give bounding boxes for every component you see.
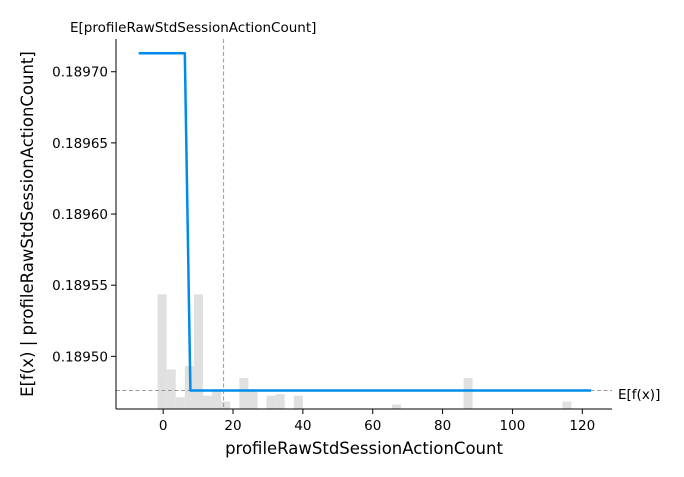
y-axis-title: E[f(x) | profileRawStdSessionActionCount… — [18, 51, 37, 397]
x-tick-label-5: 100 — [500, 418, 526, 434]
histogram-bar-1 — [166, 369, 176, 409]
histogram-bar-5 — [202, 395, 213, 409]
y-tick-label-1: 0.18955 — [52, 278, 108, 294]
histogram-bar-9 — [248, 389, 258, 409]
histogram-bar-8 — [239, 377, 249, 409]
x-tick-label-1: 20 — [224, 418, 241, 434]
x-ticks: 0 20 40 60 80 100 120 — [159, 409, 595, 434]
histogram-bar-15 — [562, 401, 572, 409]
x-axis-title: profileRawStdSessionActionCount — [225, 439, 503, 458]
y-tick-label-0: 0.18950 — [52, 349, 108, 365]
histogram-bar-6 — [212, 389, 222, 409]
histogram-bar-11 — [275, 394, 285, 409]
y-tick-label-3: 0.18965 — [52, 136, 108, 152]
histogram-bar-13 — [391, 404, 402, 409]
axes — [115, 39, 612, 410]
histogram-bar-10 — [266, 395, 276, 409]
x-tick-label-0: 0 — [159, 418, 168, 434]
y-tick-label-2: 0.18960 — [52, 207, 108, 223]
histogram-bar-7 — [221, 401, 231, 409]
expected-y-label: E[f(x)] — [618, 387, 660, 403]
y-ticks: 0.18950 0.18955 0.18960 0.18965 0.18970 — [52, 65, 116, 365]
x-tick-label-6: 120 — [569, 418, 595, 434]
histogram-bar-12 — [293, 395, 303, 409]
feature-histogram — [157, 294, 572, 409]
series-line-0 — [138, 51, 592, 392]
y-tick-label-4: 0.18970 — [52, 65, 108, 81]
x-tick-label-2: 40 — [294, 418, 311, 434]
x-tick-label-4: 80 — [434, 418, 451, 434]
histogram-bar-2 — [175, 397, 185, 409]
histogram-bar-14 — [463, 377, 473, 409]
histogram-bar-4 — [193, 294, 203, 409]
x-tick-label-3: 60 — [364, 418, 381, 434]
expected-x-label: E[profileRawStdSessionActionCount] — [70, 20, 316, 36]
histogram-bar-0 — [157, 294, 167, 409]
series-layer — [138, 51, 592, 392]
